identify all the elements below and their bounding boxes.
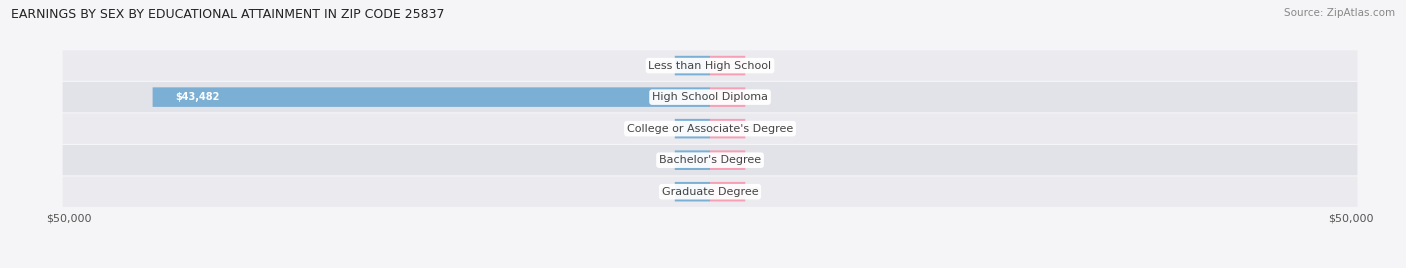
Text: College or Associate's Degree: College or Associate's Degree: [627, 124, 793, 134]
FancyBboxPatch shape: [710, 182, 745, 202]
Text: $0: $0: [748, 124, 761, 134]
Text: Less than High School: Less than High School: [648, 61, 772, 70]
FancyBboxPatch shape: [675, 56, 710, 75]
Text: $0: $0: [659, 187, 672, 197]
Text: $0: $0: [748, 61, 761, 70]
Text: $43,482: $43,482: [174, 92, 219, 102]
FancyBboxPatch shape: [710, 56, 745, 75]
Text: $0: $0: [659, 155, 672, 165]
Text: Bachelor's Degree: Bachelor's Degree: [659, 155, 761, 165]
FancyBboxPatch shape: [675, 150, 710, 170]
FancyBboxPatch shape: [710, 119, 745, 138]
FancyBboxPatch shape: [63, 50, 1357, 81]
FancyBboxPatch shape: [63, 82, 1357, 112]
Text: $0: $0: [748, 92, 761, 102]
FancyBboxPatch shape: [675, 182, 710, 202]
Text: High School Diploma: High School Diploma: [652, 92, 768, 102]
FancyBboxPatch shape: [675, 119, 710, 138]
FancyBboxPatch shape: [710, 150, 745, 170]
Text: Source: ZipAtlas.com: Source: ZipAtlas.com: [1284, 8, 1395, 18]
FancyBboxPatch shape: [710, 87, 745, 107]
Text: $0: $0: [748, 187, 761, 197]
Text: $0: $0: [748, 155, 761, 165]
FancyBboxPatch shape: [153, 87, 710, 107]
Text: EARNINGS BY SEX BY EDUCATIONAL ATTAINMENT IN ZIP CODE 25837: EARNINGS BY SEX BY EDUCATIONAL ATTAINMEN…: [11, 8, 444, 21]
FancyBboxPatch shape: [63, 177, 1357, 207]
Text: $0: $0: [659, 124, 672, 134]
FancyBboxPatch shape: [63, 114, 1357, 144]
Text: $0: $0: [659, 61, 672, 70]
Text: Graduate Degree: Graduate Degree: [662, 187, 758, 197]
FancyBboxPatch shape: [63, 145, 1357, 175]
